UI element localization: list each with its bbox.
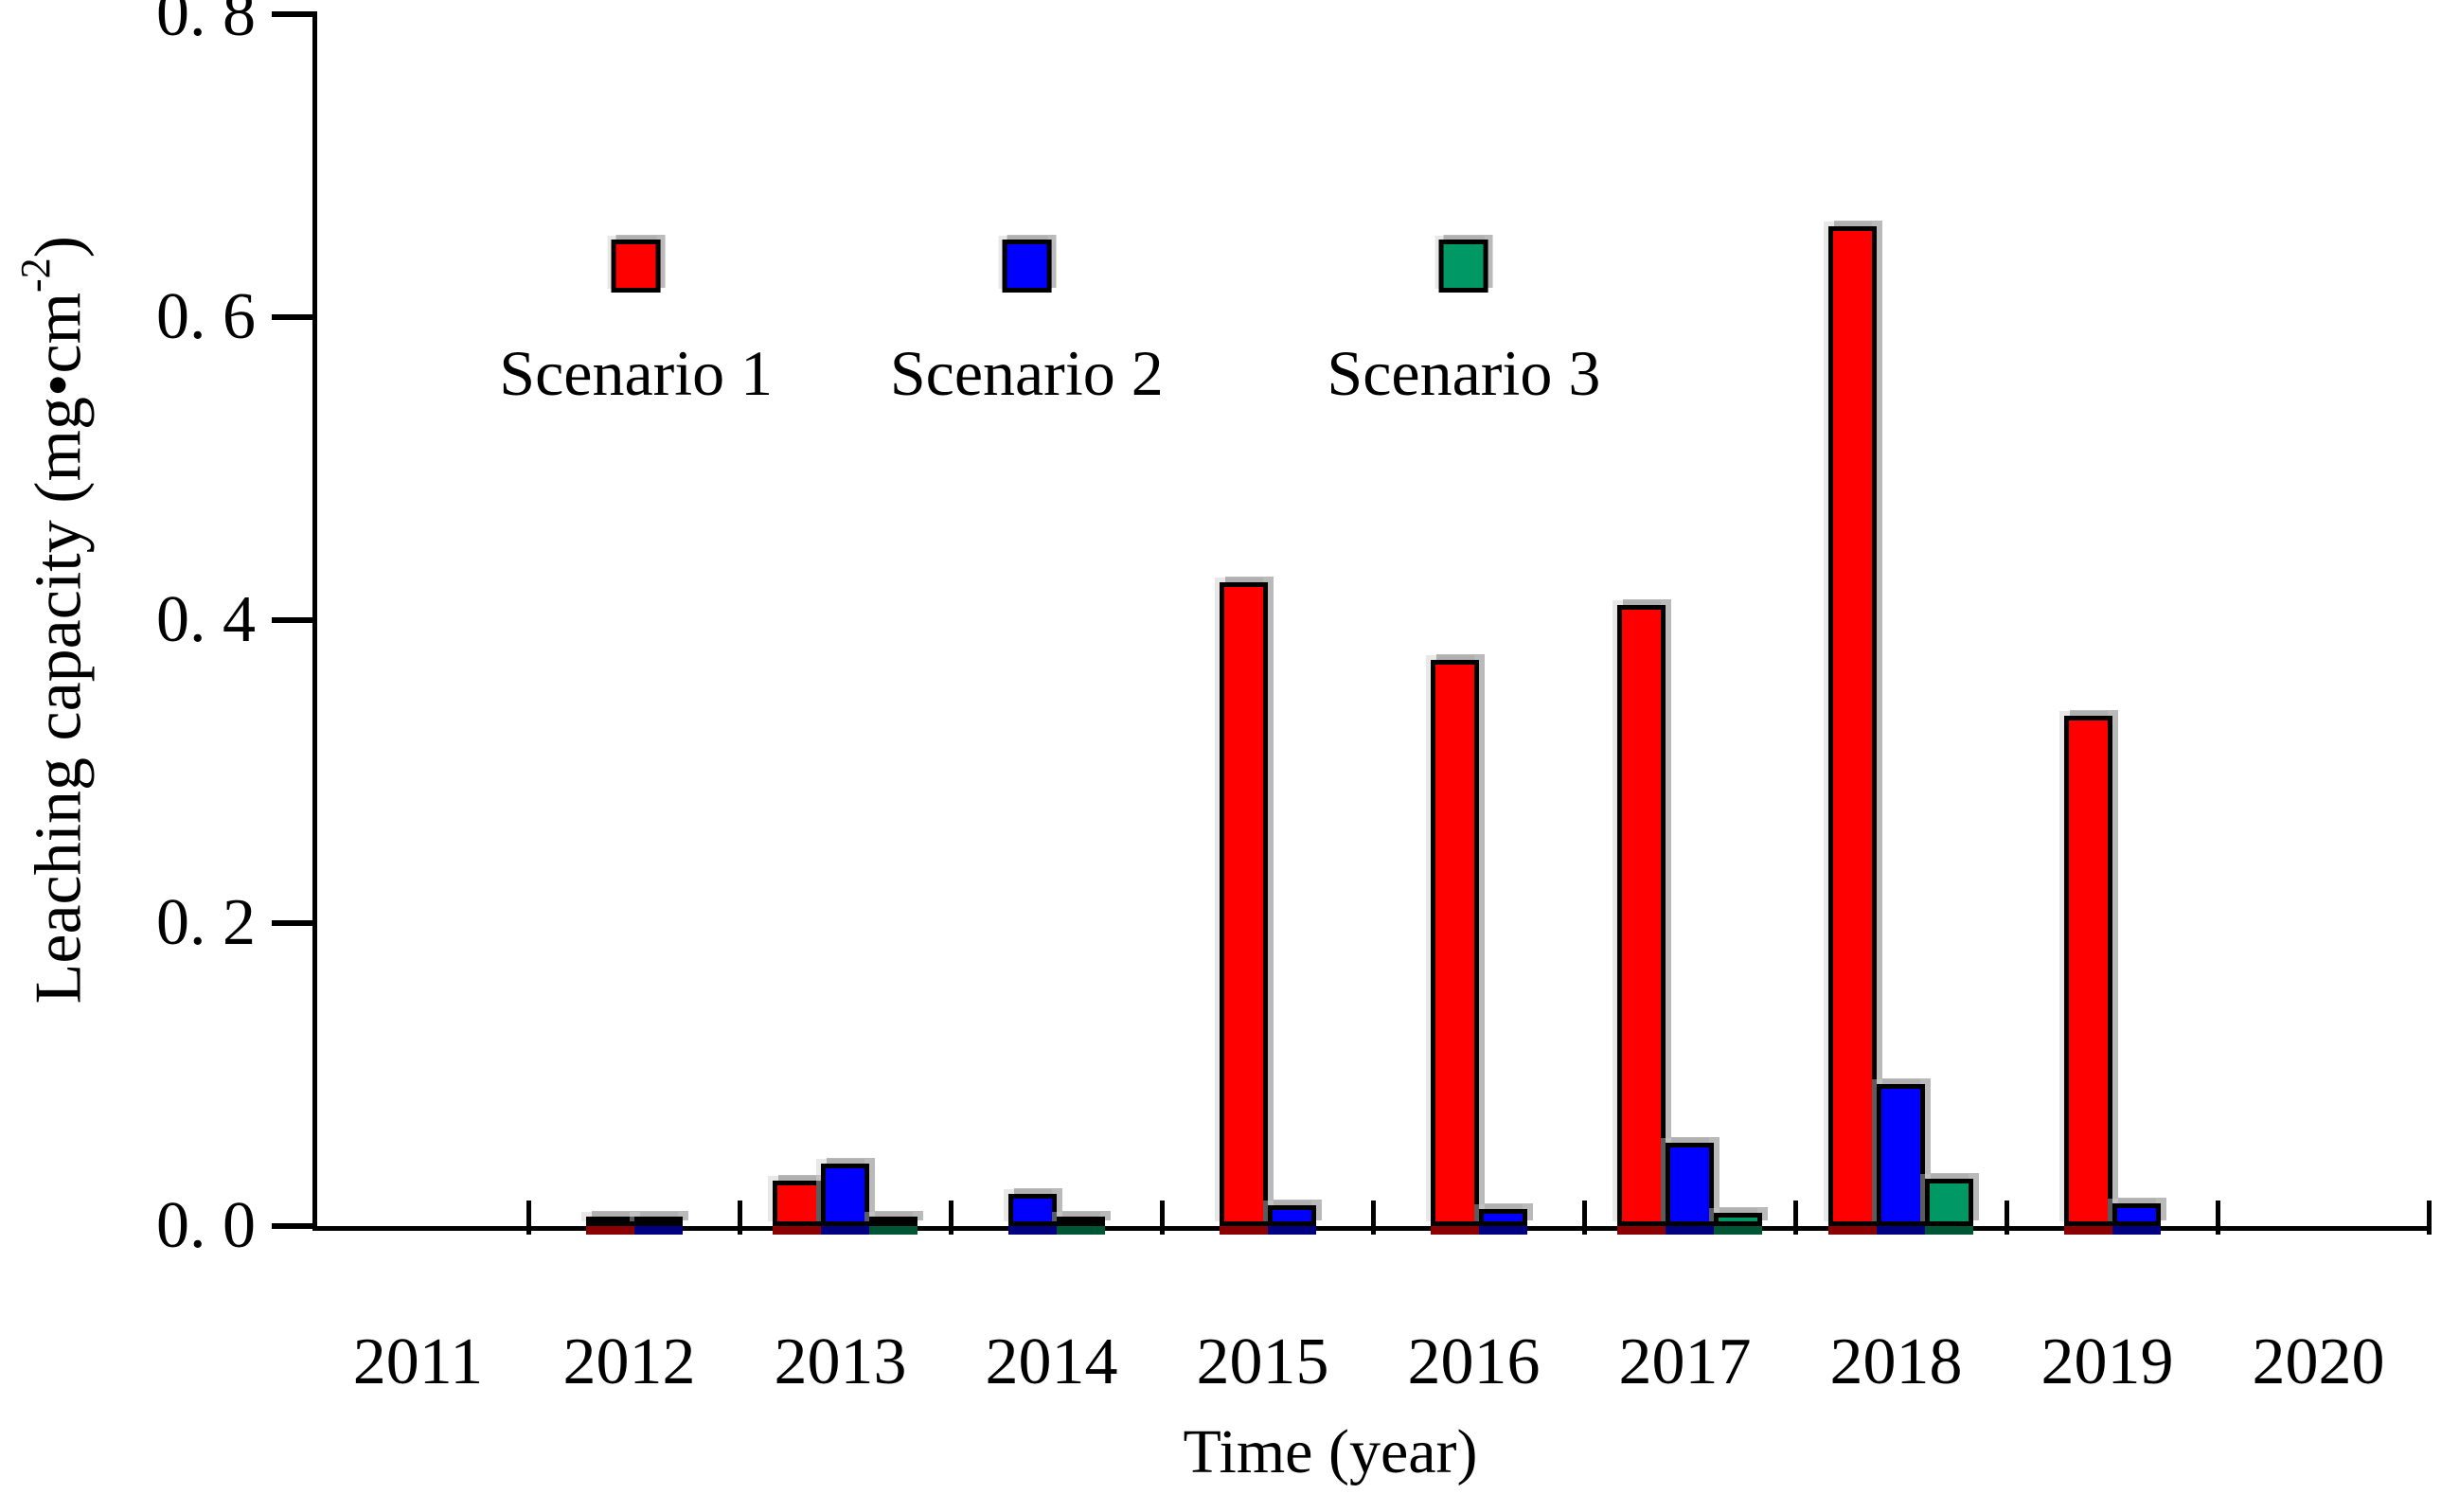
bar-under-shadow xyxy=(869,1226,918,1235)
legend-label-scenario2: Scenario 2 xyxy=(889,337,1164,409)
bar-group-2016 xyxy=(1373,14,1584,1235)
bar-scenario1-2016 xyxy=(1430,660,1479,1235)
x-tick xyxy=(2005,1201,2009,1235)
bar-scenario2-2013 xyxy=(821,1164,869,1235)
bar-under-shadow xyxy=(1877,1226,1925,1235)
y-tick-label: 0. 4 xyxy=(156,583,256,656)
x-tick xyxy=(738,1201,742,1235)
bar-group-2014 xyxy=(951,14,1162,1235)
legend-swatch-scenario3 xyxy=(1438,240,1488,293)
bar-scenario2-2012 xyxy=(633,1217,683,1235)
bar-scenario1-2015 xyxy=(1219,582,1268,1235)
x-year-label-2016: 2016 xyxy=(1407,1325,1541,1398)
bar-scenario2-2017 xyxy=(1666,1143,1714,1235)
bar-scenario2-2015 xyxy=(1267,1205,1316,1235)
bar-scenario1-2017 xyxy=(1617,605,1666,1235)
bar-under-shadow xyxy=(1007,1226,1057,1235)
x-tick xyxy=(949,1201,953,1235)
y-tick-label: 0. 8 xyxy=(156,0,256,50)
y-tick xyxy=(272,314,317,320)
x-year-label-2013: 2013 xyxy=(774,1325,907,1398)
y-tick-label: 0. 2 xyxy=(156,886,256,959)
x-tick xyxy=(2427,1201,2432,1235)
bar-group-2012 xyxy=(528,14,739,1235)
x-tick xyxy=(1160,1201,1165,1235)
x-tick xyxy=(1371,1201,1376,1235)
legend-entry-scenario2: Scenario 2 xyxy=(890,240,1164,408)
bar-under-shadow xyxy=(1925,1226,1973,1235)
bar-under-shadow xyxy=(1478,1226,1527,1235)
y-axis-title-superscript: -2 xyxy=(11,258,59,294)
bar-scenario3-2017 xyxy=(1714,1213,1762,1235)
x-tick xyxy=(1582,1201,1587,1235)
legend-label-scenario3: Scenario 3 xyxy=(1327,337,1601,409)
x-tick xyxy=(1793,1201,1798,1235)
bar-scenario1-2018 xyxy=(1828,226,1877,1235)
bar-under-shadow xyxy=(633,1226,683,1235)
legend-swatch-scenario2 xyxy=(1002,240,1052,293)
y-axis-title-dot: • xyxy=(22,373,96,398)
x-year-label-2014: 2014 xyxy=(985,1325,1118,1398)
x-tick xyxy=(526,1201,531,1235)
bar-group-2013 xyxy=(739,14,951,1235)
bar-scenario1-2019 xyxy=(2063,716,2112,1235)
bar-group-2019 xyxy=(2006,14,2218,1235)
bar-scenario2-2016 xyxy=(1478,1209,1527,1235)
bar-under-shadow xyxy=(1714,1226,1762,1235)
bar-under-shadow xyxy=(1666,1226,1714,1235)
bar-group-2017 xyxy=(1584,14,1795,1235)
bar-under-shadow xyxy=(1219,1226,1268,1235)
y-tick xyxy=(272,920,317,926)
bar-group-2015 xyxy=(1162,14,1373,1235)
bar-group-2020 xyxy=(2218,14,2429,1226)
bar-under-shadow xyxy=(821,1226,869,1235)
x-year-label-2017: 2017 xyxy=(1618,1325,1752,1398)
legend-label-scenario1: Scenario 1 xyxy=(499,337,774,409)
bar-under-shadow xyxy=(1828,1226,1877,1235)
y-tick xyxy=(272,11,317,17)
x-year-label-2020: 2020 xyxy=(2252,1325,2385,1398)
bar-under-shadow xyxy=(2112,1226,2161,1235)
x-year-label-2018: 2018 xyxy=(1829,1325,1963,1398)
legend-swatch-scenario1 xyxy=(611,240,661,293)
legend-entry-scenario1: Scenario 1 xyxy=(499,240,773,408)
bar-scenario3-2013 xyxy=(869,1217,918,1235)
x-tick xyxy=(2216,1201,2220,1235)
x-axis-title: Time (year) xyxy=(1183,1417,1478,1486)
y-tick xyxy=(272,1223,317,1229)
legend-entry-scenario3: Scenario 3 xyxy=(1327,240,1600,408)
bar-scenario1-2013 xyxy=(773,1181,821,1235)
bar-scenario2-2014 xyxy=(1007,1194,1057,1235)
bar-under-shadow xyxy=(1430,1226,1479,1235)
bar-scenario1-2012 xyxy=(585,1217,634,1235)
y-axis-title-suffix: ) xyxy=(22,236,96,258)
bar-under-shadow xyxy=(585,1226,634,1235)
y-tick-label: 0. 6 xyxy=(156,280,256,353)
x-year-label-2012: 2012 xyxy=(562,1325,696,1398)
bar-scenario2-2019 xyxy=(2112,1203,2161,1235)
y-tick-label: 0. 0 xyxy=(156,1189,256,1262)
bar-group-2018 xyxy=(1795,14,2006,1235)
y-tick xyxy=(272,617,317,623)
bar-under-shadow xyxy=(1617,1226,1666,1235)
plot-area: 0. 8 0. 6 0. 4 0. 2 0. 0 Scenario 1 Scenario 2… xyxy=(156,0,2432,1262)
x-year-label-2011: 2011 xyxy=(352,1325,484,1398)
bar-scenario3-2014 xyxy=(1056,1217,1105,1235)
bar-under-shadow xyxy=(773,1226,821,1235)
x-year-label-2015: 2015 xyxy=(1196,1325,1329,1398)
bar-scenario2-2018 xyxy=(1877,1084,1925,1235)
x-year-label-2019: 2019 xyxy=(2040,1325,2174,1398)
bar-under-shadow xyxy=(1267,1226,1316,1235)
bar-scenario3-2018 xyxy=(1925,1179,1973,1235)
bar-under-shadow xyxy=(1056,1226,1105,1235)
bar-group-2011 xyxy=(317,14,528,1226)
bar-under-shadow xyxy=(2063,1226,2112,1235)
